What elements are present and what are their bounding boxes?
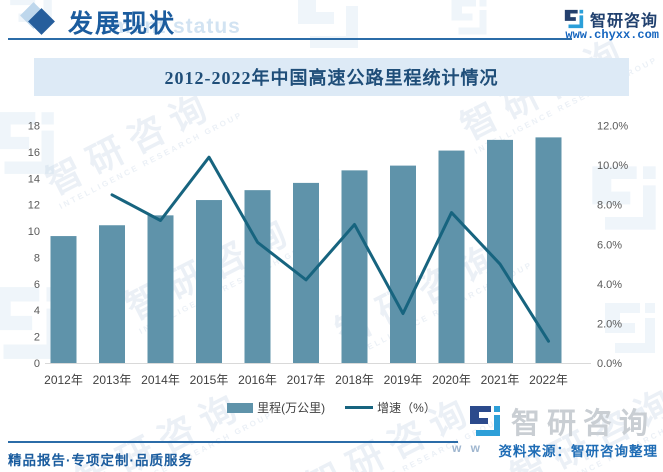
- right-axis-tick: 12.0%: [597, 121, 628, 133]
- footer-brand-logo: 智研咨询: [467, 400, 655, 442]
- right-axis-tick: 6.0%: [597, 239, 622, 251]
- left-axis-tick: 0: [34, 358, 40, 370]
- ghost-www-text: w w: [452, 441, 484, 455]
- right-axis-tick: 4.0%: [597, 279, 622, 291]
- growth-line: [110, 155, 550, 343]
- mileage-bar: [147, 215, 174, 363]
- x-axis-label: 2018年: [335, 373, 374, 387]
- chart-title: 2012-2022年中国高速公路里程统计情况: [164, 68, 499, 88]
- data-source: 资料来源：智研咨询整理: [498, 444, 658, 459]
- brand-name: 智研咨询: [589, 13, 658, 30]
- footer-rule: [8, 441, 458, 443]
- footer-brand-name: 智研咨询: [511, 408, 656, 440]
- chart-legend: 里程(万公里) 增速（%）: [0, 399, 663, 416]
- mileage-bar: [50, 236, 77, 363]
- section-title-ghost: ment status: [112, 15, 241, 38]
- x-axis-label: 2012年: [44, 373, 83, 387]
- x-axis-label: 2022年: [529, 373, 568, 387]
- legend-item-mileage: 里程(万公里): [227, 399, 325, 416]
- zhiyan-logo-icon: [564, 9, 584, 29]
- x-axis-label: 2014年: [141, 373, 180, 387]
- legend-label-growth: 增速（%）: [377, 401, 436, 415]
- right-axis-tick: 0.0%: [597, 358, 622, 370]
- left-axis-tick: 10: [28, 226, 40, 238]
- mileage-bar: [99, 225, 125, 363]
- right-axis-tick: 10.0%: [597, 160, 628, 172]
- mileage-bar: [293, 182, 319, 363]
- watermark-logo-icon: [605, 303, 655, 353]
- mileage-bar: [487, 139, 513, 363]
- section-diamond-icon: [20, 2, 58, 36]
- x-axis-label: 2016年: [238, 373, 277, 387]
- mileage-bar: [341, 170, 368, 363]
- watermark-logo-icon: [298, 0, 358, 48]
- website-link[interactable]: www.chyxx.com: [565, 28, 659, 42]
- right-axis-tick: 8.0%: [597, 200, 622, 212]
- watermark-logo-icon: [0, 287, 61, 359]
- x-axis-label: 2015年: [190, 373, 229, 387]
- left-axis-tick: 4: [34, 305, 40, 317]
- mileage-bar: [438, 150, 465, 363]
- x-axis-label: 2020年: [432, 373, 471, 387]
- watermark-logo-icon: [451, 0, 487, 35]
- mileage-bar: [390, 165, 416, 363]
- left-axis-tick: 12: [28, 200, 40, 212]
- bar-series-swatch: [227, 402, 254, 413]
- footer-tagline: 精品报告·专项定制·品质服务: [8, 453, 193, 468]
- left-axis-tick: 18: [28, 121, 40, 133]
- section-title: 发展现状: [68, 11, 177, 38]
- watermark-logo-icon: [0, 112, 54, 174]
- mileage-bar: [535, 137, 562, 363]
- x-axis-label: 2017年: [287, 373, 326, 387]
- mileage-bar: [196, 200, 222, 363]
- zhiyan-logo-icon-large: [470, 406, 500, 436]
- legend-label-mileage: 里程(万公里): [257, 401, 326, 415]
- left-axis-tick: 6: [34, 279, 40, 291]
- mileage-bar: [244, 190, 271, 363]
- left-axis-tick: 16: [28, 147, 40, 159]
- left-axis-tick: 14: [28, 173, 40, 185]
- x-axis-label: 2019年: [384, 373, 423, 387]
- x-axis-label: 2013年: [93, 373, 132, 387]
- x-axis-label: 2021年: [481, 373, 520, 387]
- left-axis-tick: 8: [34, 252, 40, 264]
- right-axis-tick: 2.0%: [597, 318, 622, 330]
- line-series-swatch: [345, 406, 374, 409]
- brand-logo: 智研咨询: [563, 7, 658, 31]
- left-axis-tick: 2: [34, 332, 40, 344]
- watermark-logo-icon: [592, 166, 656, 230]
- chart-title-band: 2012-2022年中国高速公路里程统计情况: [34, 58, 629, 96]
- header-rule: [8, 38, 572, 40]
- legend-item-growth: 增速（%）: [345, 399, 436, 416]
